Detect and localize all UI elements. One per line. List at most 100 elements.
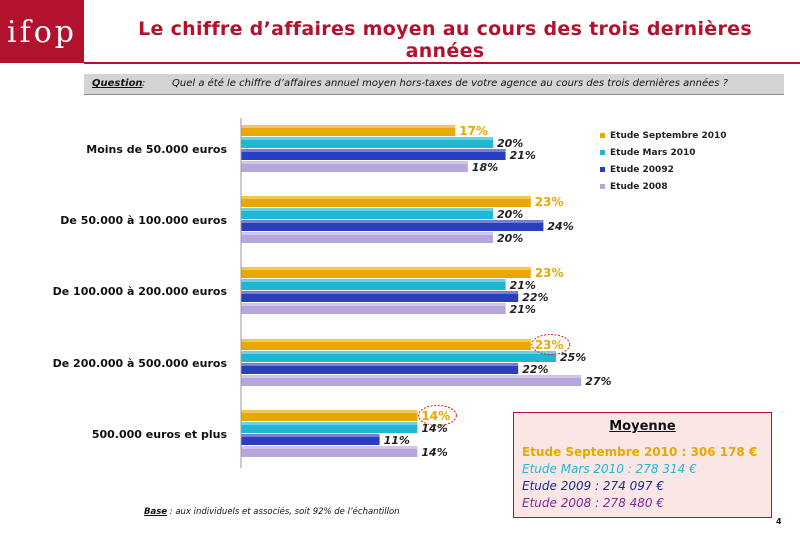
data-label: 14%	[421, 422, 447, 435]
legend-item: Etude 2008	[600, 179, 727, 196]
page-title: Le chiffre d’affaires moyen au cours des…	[138, 18, 752, 62]
highlight-circle	[531, 334, 571, 355]
bar	[241, 279, 506, 290]
bar-highlight	[241, 446, 418, 449]
data-label: 21%	[510, 279, 536, 292]
bar	[241, 422, 418, 433]
data-label: 20%	[497, 137, 523, 150]
legend-item: Etude Septembre 2010	[600, 128, 727, 145]
question-text: Quel a été le chiffre d’affaires annuel …	[172, 78, 728, 89]
average-box: Moyenne Etude Septembre 2010 : 306 178 €…	[513, 412, 772, 518]
average-title: Moyenne	[609, 419, 676, 434]
average-line: Etude Mars 2010 : 278 314 €	[522, 462, 697, 476]
data-label: 27%	[585, 375, 611, 388]
legend-label: Etude Septembre 2010	[610, 131, 727, 141]
category-label: 500.000 euros et plus	[92, 428, 228, 441]
legend-swatch	[600, 167, 605, 172]
bar	[241, 291, 519, 302]
bar-highlight	[241, 434, 380, 437]
bar-highlight	[241, 125, 456, 128]
legend-swatch	[600, 150, 605, 155]
bar	[241, 149, 506, 160]
data-label: 11%	[384, 434, 410, 447]
base-note: Base : aux individuels et associés, soit…	[144, 507, 400, 517]
data-label: 23%	[535, 338, 564, 352]
legend-item: Etude Mars 2010	[600, 145, 727, 162]
bar-highlight	[241, 375, 582, 378]
question-label: Question	[92, 78, 143, 89]
bar-highlight	[241, 351, 556, 354]
bar-highlight	[241, 267, 531, 270]
legend-item: Etude 20092	[600, 162, 727, 179]
bar-highlight	[241, 208, 493, 211]
bar	[241, 125, 456, 136]
bar-highlight	[241, 232, 493, 235]
bar-highlight	[241, 339, 531, 342]
average-line: Etude 2008 : 278 480 €	[522, 496, 664, 510]
data-label: 22%	[522, 363, 548, 376]
average-line: Etude 2009 : 274 097 €	[522, 479, 664, 493]
bar-highlight	[241, 291, 519, 294]
chart-legend: Etude Septembre 2010 Etude Mars 2010 Etude…	[600, 128, 727, 196]
bar	[241, 410, 418, 421]
bar	[241, 339, 531, 350]
bar	[241, 161, 468, 172]
legend-label: Etude 2008	[610, 182, 668, 192]
bar-highlight	[241, 363, 519, 366]
legend-swatch	[600, 133, 605, 138]
bar-highlight	[241, 137, 493, 140]
bar	[241, 220, 544, 231]
data-label: 14%	[421, 409, 450, 423]
bar	[241, 363, 519, 374]
logo-box: ifop	[0, 0, 84, 63]
data-label: 25%	[560, 351, 586, 364]
bar-highlight	[241, 196, 531, 199]
highlight-circle	[417, 405, 457, 426]
base-label: Base	[144, 507, 168, 517]
legend-label: Etude Mars 2010	[610, 148, 696, 158]
category-label: Moins de 50.000 euros	[86, 143, 227, 156]
bar	[241, 434, 380, 445]
data-label: 23%	[535, 266, 564, 280]
data-label: 22%	[522, 291, 548, 304]
data-label: 18%	[472, 161, 498, 174]
data-label: 14%	[421, 446, 447, 459]
data-label: 23%	[535, 195, 564, 209]
data-label: 21%	[510, 303, 536, 316]
data-label: 24%	[547, 220, 573, 233]
title-rule	[84, 62, 800, 64]
bar-highlight	[241, 303, 506, 306]
bar	[241, 137, 493, 148]
bar	[241, 303, 506, 314]
question-colon: :	[142, 78, 146, 89]
data-label: 21%	[510, 149, 536, 162]
bar-highlight	[241, 410, 418, 413]
bar-highlight	[241, 422, 418, 425]
data-label: 17%	[459, 124, 488, 138]
bar	[241, 351, 556, 362]
ifop-logo: ifop	[7, 15, 77, 50]
bar	[241, 208, 493, 219]
category-label: De 100.000 à 200.000 euros	[53, 285, 228, 298]
category-label: De 200.000 à 500.000 euros	[53, 357, 228, 370]
bar-highlight	[241, 279, 506, 282]
page-number: 4	[776, 517, 782, 526]
base-text: : aux individuels et associés, soit 92% …	[167, 507, 400, 517]
bar	[241, 375, 582, 386]
bar-highlight	[241, 220, 544, 223]
data-label: 20%	[497, 232, 523, 245]
average-line: Etude Septembre 2010 : 306 178 €	[522, 445, 758, 459]
bar-highlight	[241, 149, 506, 152]
legend-label: Etude 20092	[610, 165, 674, 175]
category-label: De 50.000 à 100.000 euros	[60, 214, 227, 227]
legend-swatch	[600, 184, 605, 189]
question-bar: Question : Quel a été le chiffre d’affai…	[84, 74, 784, 95]
bar	[241, 446, 418, 457]
bar	[241, 196, 531, 207]
bar-highlight	[241, 161, 468, 164]
bar	[241, 267, 531, 278]
bar	[241, 232, 493, 243]
data-label: 20%	[497, 208, 523, 221]
average-lines: Etude Septembre 2010 : 306 178 € Etude Ma…	[514, 444, 771, 512]
